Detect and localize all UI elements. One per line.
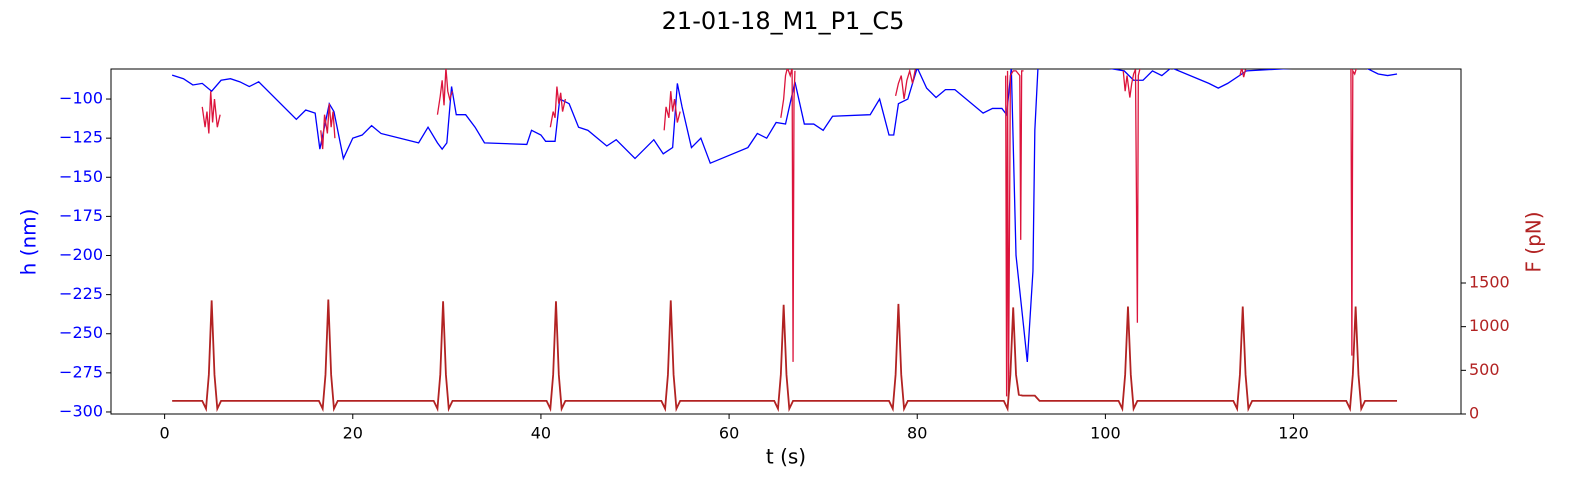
x-tick-label: 20 bbox=[343, 424, 363, 443]
y2-axis-label: F (pN) bbox=[1522, 211, 1546, 272]
x-tick-label: 40 bbox=[531, 424, 551, 443]
y-tick-label: −175 bbox=[59, 206, 103, 225]
y2-tick-label: 500 bbox=[1469, 360, 1500, 379]
y-tick-label: −250 bbox=[59, 323, 103, 342]
x-tick-label: 100 bbox=[1090, 424, 1121, 443]
y-tick-label: −300 bbox=[59, 401, 103, 420]
y-tick-label: −125 bbox=[59, 128, 103, 147]
chart-title: 21-01-18_M1_P1_C5 bbox=[662, 7, 905, 35]
series-line bbox=[171, 69, 1398, 362]
y-axis-label: h (nm) bbox=[17, 209, 41, 276]
y-tick-label: −100 bbox=[59, 89, 103, 108]
x-tick-label: 0 bbox=[160, 424, 170, 443]
plot-frame bbox=[110, 68, 1462, 415]
series-line bbox=[201, 69, 1357, 400]
x-axis-label: t (s) bbox=[766, 445, 806, 469]
y-tick-label: −275 bbox=[59, 362, 103, 381]
y2-tick-label: 1000 bbox=[1469, 316, 1510, 335]
plot-area bbox=[171, 69, 1398, 413]
x-tick-label: 80 bbox=[907, 424, 927, 443]
x-tick-label: 120 bbox=[1278, 424, 1309, 443]
y-tick-label: −200 bbox=[59, 245, 103, 264]
y-tick-label: −225 bbox=[59, 284, 103, 303]
x-tick-label: 60 bbox=[719, 424, 739, 443]
y2-tick-label: 0 bbox=[1469, 404, 1479, 423]
y2-tick-label: 1500 bbox=[1469, 272, 1510, 291]
y-tick-label: −150 bbox=[59, 167, 103, 186]
series-line bbox=[172, 299, 1398, 413]
